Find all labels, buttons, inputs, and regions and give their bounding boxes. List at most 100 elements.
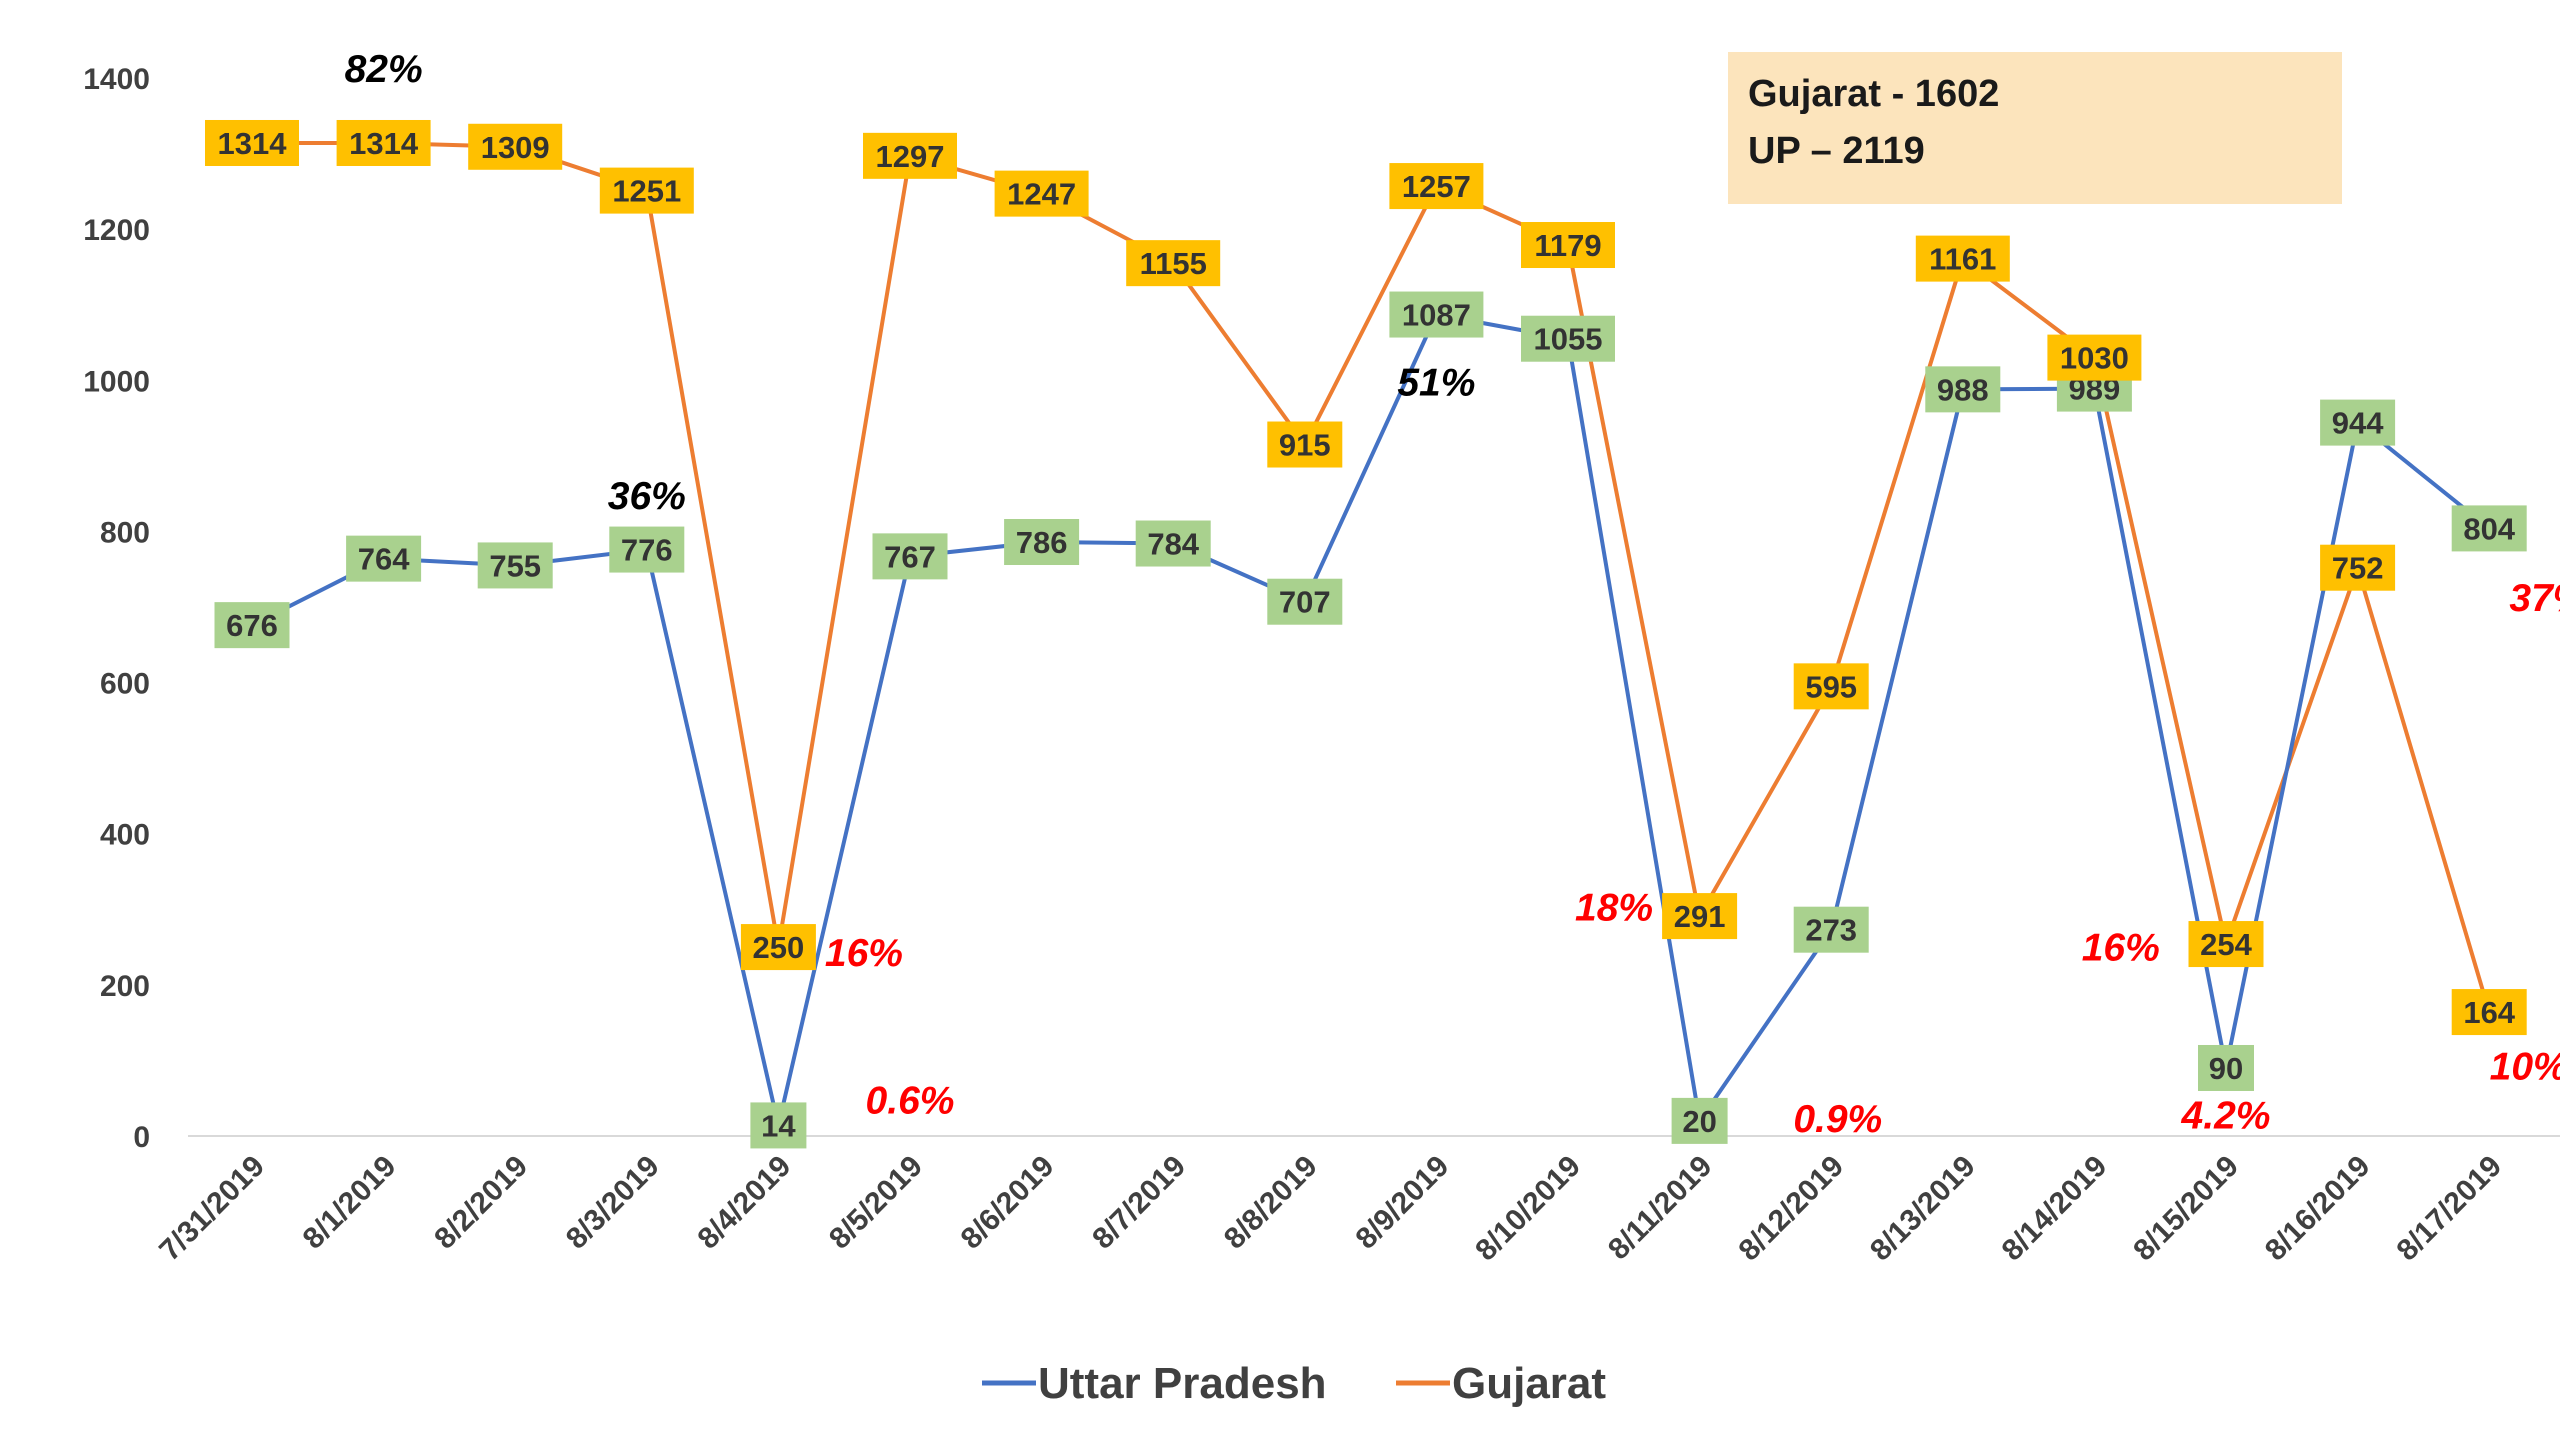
data-label-box (750, 1102, 807, 1149)
x-tick-label: 8/15/2019 (2127, 1150, 2245, 1268)
data-label-uttar-pradesh: 20 (1671, 1097, 1728, 1144)
x-tick-label: 8/4/2019 (691, 1150, 797, 1256)
data-label-value: 804 (2463, 511, 2515, 546)
y-tick-label: 1200 (83, 214, 150, 247)
data-label-box (477, 542, 553, 589)
x-tick-label: 8/6/2019 (955, 1150, 1061, 1256)
data-label-value: 254 (2200, 927, 2252, 962)
series-line-gujarat (252, 141, 2492, 1013)
x-tick-label: 8/16/2019 (2259, 1150, 2377, 1268)
data-label-value: 1297 (876, 139, 945, 174)
y-tick-label: 0 (133, 1121, 150, 1154)
data-label-uttar-pradesh: 273 (1793, 906, 1869, 953)
annotation-percent: 16% (2082, 927, 2160, 970)
data-label-box (1135, 520, 1211, 567)
series-line-uttar-pradesh (251, 312, 2491, 1128)
data-label-gujarat: 291 (1662, 893, 1738, 940)
x-tick-label: 8/7/2019 (1086, 1150, 1192, 1256)
x-tick-label: 8/11/2019 (1602, 1150, 1719, 1267)
data-label-gujarat: 254 (2188, 921, 2264, 968)
data-label-gujarat: 1179 (1521, 222, 1615, 269)
annotation-percent: 18% (1575, 887, 1653, 930)
legend-label-gujarat: Gujarat (1452, 1359, 1606, 1408)
x-tick-label: 8/10/2019 (1469, 1150, 1587, 1268)
data-labels: 676 764 755 776 14 767 786 784 707 1087 1055 20 273 9… (205, 119, 2527, 1149)
data-label-uttar-pradesh: 784 (1135, 520, 1211, 567)
data-label-box (609, 526, 685, 573)
data-label-value: 291 (1674, 899, 1726, 934)
data-label-uttar-pradesh: 1087 (1389, 291, 1484, 338)
data-label-box (599, 167, 694, 214)
data-label-value: 273 (1805, 913, 1857, 948)
data-label-box (863, 132, 957, 179)
data-label-uttar-pradesh: 767 (872, 533, 948, 580)
data-label-gujarat: 1314 (336, 119, 431, 166)
data-label-value: 1055 (1534, 322, 1603, 357)
data-label-value: 755 (489, 548, 541, 583)
data-label-gujarat: 164 (2451, 989, 2527, 1036)
data-label-value: 676 (226, 608, 278, 643)
x-tick-label: 8/1/2019 (297, 1150, 403, 1256)
y-tick-label: 1400 (83, 63, 150, 96)
data-label-value: 944 (2332, 406, 2384, 441)
data-label-value: 250 (753, 930, 805, 965)
annotation-percent: 0.6% (866, 1079, 955, 1122)
data-label-gujarat: 1161 (1915, 235, 2010, 282)
data-label-value: 752 (2332, 551, 2384, 586)
data-label-gujarat: 1309 (468, 123, 563, 170)
data-label-box (2451, 989, 2527, 1036)
data-label-box (205, 119, 299, 166)
x-tick-label: 8/13/2019 (1864, 1150, 1982, 1268)
y-tick-label: 1000 (83, 365, 150, 398)
data-label-box (2047, 334, 2142, 381)
data-label-box (1521, 222, 1615, 269)
data-label-gujarat: 1251 (599, 167, 694, 214)
data-label-value: 90 (2209, 1051, 2243, 1086)
annotation-percent: 36% (608, 475, 686, 518)
y-tick-label: 600 (100, 668, 150, 701)
x-tick-label: 7/31/2019 (153, 1150, 271, 1268)
callout-background (1728, 52, 2342, 204)
data-label-box (1389, 291, 1484, 338)
data-label-value: 764 (358, 542, 410, 577)
data-label-box (1671, 1097, 1728, 1144)
y-tick-label: 400 (100, 819, 150, 852)
series-lines (251, 141, 2492, 1128)
data-label-value: 595 (1805, 669, 1857, 704)
data-label-box (1925, 366, 2001, 413)
x-tick-label: 8/2/2019 (428, 1150, 534, 1256)
data-label-value: 776 (621, 533, 673, 568)
data-label-box (740, 924, 816, 971)
legend: Uttar Pradesh Gujarat (982, 1359, 1606, 1408)
data-label-box (1389, 163, 1484, 210)
data-label-gujarat: 250 (740, 924, 816, 971)
data-label-uttar-pradesh: 90 (2198, 1044, 2254, 1091)
data-label-box (1915, 235, 2010, 282)
data-label-value: 767 (884, 539, 936, 574)
data-label-value: 1314 (218, 126, 288, 161)
data-label-value: 915 (1279, 428, 1331, 463)
y-tick-label: 200 (100, 970, 150, 1003)
data-label-box (1521, 315, 1615, 362)
data-label-gujarat: 1314 (205, 119, 299, 166)
data-label-value: 1257 (1402, 169, 1471, 204)
data-label-value: 707 (1279, 585, 1331, 620)
x-tick-label: 8/5/2019 (823, 1150, 929, 1256)
annotation-percent: 37% (2509, 577, 2560, 620)
data-label-uttar-pradesh: 786 (1004, 519, 1080, 566)
data-label-box (336, 119, 431, 166)
data-label-value: 20 (1682, 1104, 1716, 1139)
data-label-box (214, 602, 290, 649)
data-label-box (872, 533, 948, 580)
data-label-box (1793, 663, 1869, 710)
data-label-uttar-pradesh: 988 (1925, 366, 2001, 413)
data-label-uttar-pradesh: 776 (609, 526, 685, 573)
data-label-gujarat: 1155 (1126, 240, 1221, 287)
callout-line-up: UP – 2119 (1748, 130, 1925, 172)
data-label-value: 988 (1937, 372, 1989, 407)
callout-box: Gujarat - 1602 UP – 2119 (1728, 52, 2342, 204)
x-tick-label: 8/17/2019 (2390, 1150, 2508, 1268)
data-label-value: 786 (1016, 525, 1068, 560)
annotation-percent: 4.2% (2181, 1094, 2271, 1137)
data-label-box (1267, 421, 1343, 468)
